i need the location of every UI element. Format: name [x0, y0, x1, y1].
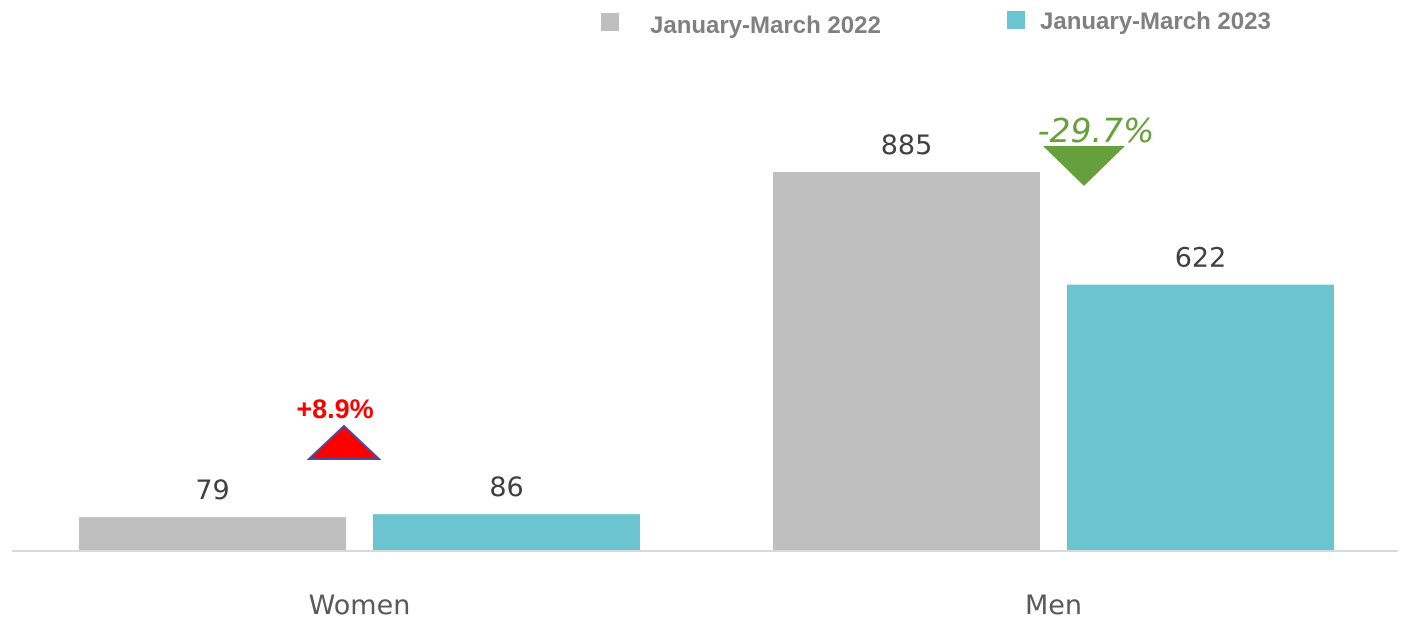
bar-women-2023 [373, 514, 640, 551]
increase-triangle-icon [306, 424, 382, 460]
data-label-women-2023: 86 [489, 472, 523, 503]
data-label-women-2022: 79 [195, 475, 229, 506]
data-label-men-2023: 622 [1175, 243, 1227, 274]
category-label-men: Men [1025, 590, 1082, 619]
data-label-men-2022: 885 [881, 130, 933, 161]
legend-swatch-2022 [601, 13, 619, 31]
change-label-women: +8.9% [296, 394, 373, 424]
bar-men-2022 [773, 172, 1040, 551]
plot-area: 79 86 Women 885 622 Men +8.9% -29.7% [79, 111, 1334, 619]
legend-swatch-2023 [1007, 11, 1025, 29]
bar-men-2023 [1067, 284, 1334, 551]
legend-label-2023: January-March 2023 [1040, 8, 1271, 35]
legend: January-March 2022 January-March 2023 [601, 8, 1271, 39]
bar-women-2022 [79, 517, 346, 551]
category-label-women: Women [309, 590, 411, 619]
legend-label-2022: January-March 2022 [650, 12, 881, 39]
change-label-men: -29.7% [1038, 111, 1155, 150]
decrease-triangle-icon [1043, 146, 1125, 186]
